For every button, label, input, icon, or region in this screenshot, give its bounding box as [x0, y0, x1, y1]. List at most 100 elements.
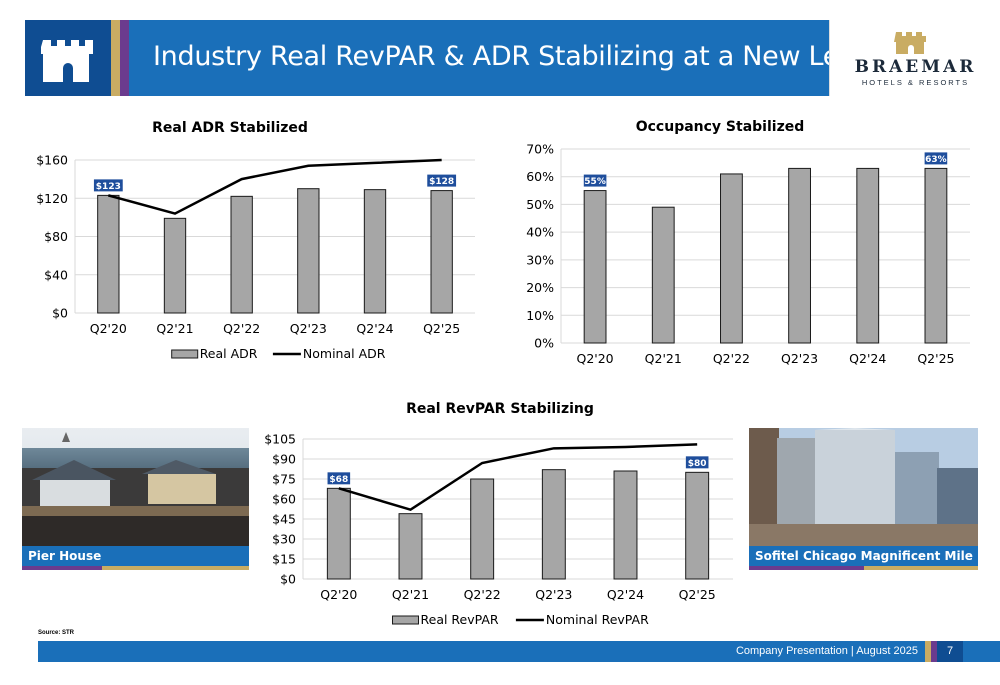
y-tick-label: $0 — [52, 306, 68, 321]
bar — [541, 469, 566, 580]
data-label: $80 — [688, 459, 707, 469]
header-purple-stripe — [120, 20, 129, 96]
bar — [856, 167, 880, 344]
footer-purple-stripe — [931, 641, 937, 662]
bar — [788, 167, 811, 344]
pier-house-image — [22, 428, 249, 570]
y-tick-label: $120 — [36, 191, 68, 206]
y-tick-label: $75 — [272, 472, 296, 487]
footer-bar: Company Presentation | August 2025 7 — [38, 641, 1000, 662]
x-tick-label: Q2'24 — [607, 587, 644, 602]
logo-castle-icon — [894, 32, 926, 54]
bar — [613, 470, 638, 580]
x-tick-label: Q2'22 — [223, 321, 260, 336]
y-tick-label: 20% — [526, 280, 554, 295]
x-tick-label: Q2'22 — [713, 351, 750, 366]
x-tick-label: Q2'25 — [423, 321, 460, 336]
data-label-box — [427, 174, 457, 187]
header-gold-stripe — [111, 20, 120, 96]
x-tick-label: Q2'21 — [392, 587, 429, 602]
x-tick-label: Q2'22 — [464, 587, 501, 602]
data-label: $68 — [329, 475, 348, 485]
revpar-chart: $0 $15 $30 $45 $60 $75 $90 $105 Q2'20 Q2'21 Q2'22 Q… — [264, 432, 733, 627]
y-tick-label: $105 — [264, 432, 296, 447]
series-line — [108, 158, 442, 215]
x-tick-label: Q2'20 — [577, 351, 614, 366]
y-tick-label: $160 — [36, 153, 68, 168]
bar — [297, 188, 320, 314]
x-tick-label: Q2'23 — [290, 321, 327, 336]
x-tick-label: Q2'20 — [320, 587, 357, 602]
x-tick-label: Q2'21 — [156, 321, 193, 336]
page-number: 7 — [946, 645, 954, 657]
bar — [97, 194, 120, 314]
x-tick-label: Q2'23 — [781, 351, 818, 366]
bar — [163, 217, 187, 314]
revpar-chart-title: Real RevPAR Stabilizing — [406, 401, 594, 417]
x-tick-label: Q2'23 — [535, 587, 572, 602]
bar — [326, 487, 351, 580]
source-note: Source: STR — [38, 630, 75, 636]
bar — [720, 173, 743, 344]
y-tick-label: 30% — [526, 252, 554, 267]
y-tick-label: $15 — [272, 552, 296, 567]
x-tick-label: Q2'24 — [356, 321, 393, 336]
sofitel-image — [749, 428, 978, 570]
logo-name: BRAEMAR — [854, 57, 977, 77]
caption-stripe-purple — [749, 566, 864, 570]
y-tick-label: $90 — [272, 452, 296, 467]
x-tick-label: Q2'25 — [679, 587, 716, 602]
data-label-box — [924, 152, 948, 165]
data-label-box — [583, 174, 607, 187]
y-tick-label: 60% — [526, 169, 554, 184]
data-label-box — [327, 472, 351, 485]
bar — [230, 195, 253, 314]
adr-chart: $0 $40 $80 $120 $160 Q2'20 Q2'21 Q2'22 Q2'23 Q2'2… — [36, 153, 475, 361]
y-tick-label: 50% — [526, 197, 554, 212]
legend-label: Real ADR — [200, 346, 258, 361]
pier-house-caption: Pier House — [22, 546, 249, 566]
data-label-box — [93, 179, 123, 192]
data-label: 63% — [925, 155, 947, 165]
occupancy-chart: 0% 10% 20% 30% 40% 50% 60% 70% Q2'20 Q2'21 Q2'22 Q2… — [526, 142, 970, 366]
bar — [470, 478, 495, 580]
page-title: Industry Real RevPAR & ADR Stabilizing a… — [153, 41, 879, 72]
sofitel-caption: Sofitel Chicago Magnificent Mile — [749, 546, 978, 566]
adr-chart-title: Real ADR Stabilized — [152, 120, 308, 136]
sofitel-photo: Sofitel Chicago Magnificent Mile — [749, 428, 978, 570]
bar — [398, 513, 423, 580]
logo-subtitle: HOTELS & RESORTS — [861, 78, 970, 87]
bar — [924, 167, 948, 344]
pier-house-photo: Pier House — [22, 428, 249, 570]
y-tick-label: 40% — [526, 225, 554, 240]
castle-icon — [41, 40, 93, 82]
legend-swatch-bar — [171, 349, 199, 359]
y-tick-label: $45 — [272, 512, 296, 527]
y-tick-label: $60 — [272, 492, 296, 507]
y-tick-label: 70% — [526, 142, 554, 157]
occupancy-chart-title: Occupancy Stabilized — [635, 119, 805, 135]
y-tick-label: $40 — [44, 267, 68, 282]
legend-swatch-bar — [392, 615, 419, 625]
braemar-logo: BRAEMAR HOTELS & RESORTS — [829, 20, 1000, 96]
y-tick-label: 10% — [526, 308, 554, 323]
castle-icon-box — [25, 20, 111, 96]
bar — [430, 190, 453, 314]
y-tick-label: 0% — [534, 336, 554, 351]
y-tick-label: $30 — [272, 532, 296, 547]
page-number-box: 7 — [937, 641, 963, 662]
caption-stripe-purple — [22, 566, 102, 570]
x-tick-label: Q2'24 — [849, 351, 886, 366]
x-tick-label: Q2'25 — [917, 351, 954, 366]
y-tick-label: $80 — [44, 229, 68, 244]
series-line — [338, 443, 698, 512]
bar — [651, 206, 675, 344]
footer-text: Company Presentation | August 2025 — [735, 645, 918, 657]
legend-label: Nominal ADR — [303, 346, 386, 361]
bar — [583, 190, 607, 344]
y-tick-label: $0 — [280, 572, 296, 587]
caption-stripe-gold — [864, 566, 978, 570]
footer-gold-stripe — [925, 641, 931, 662]
bar — [363, 189, 387, 314]
data-label: $123 — [96, 182, 121, 192]
